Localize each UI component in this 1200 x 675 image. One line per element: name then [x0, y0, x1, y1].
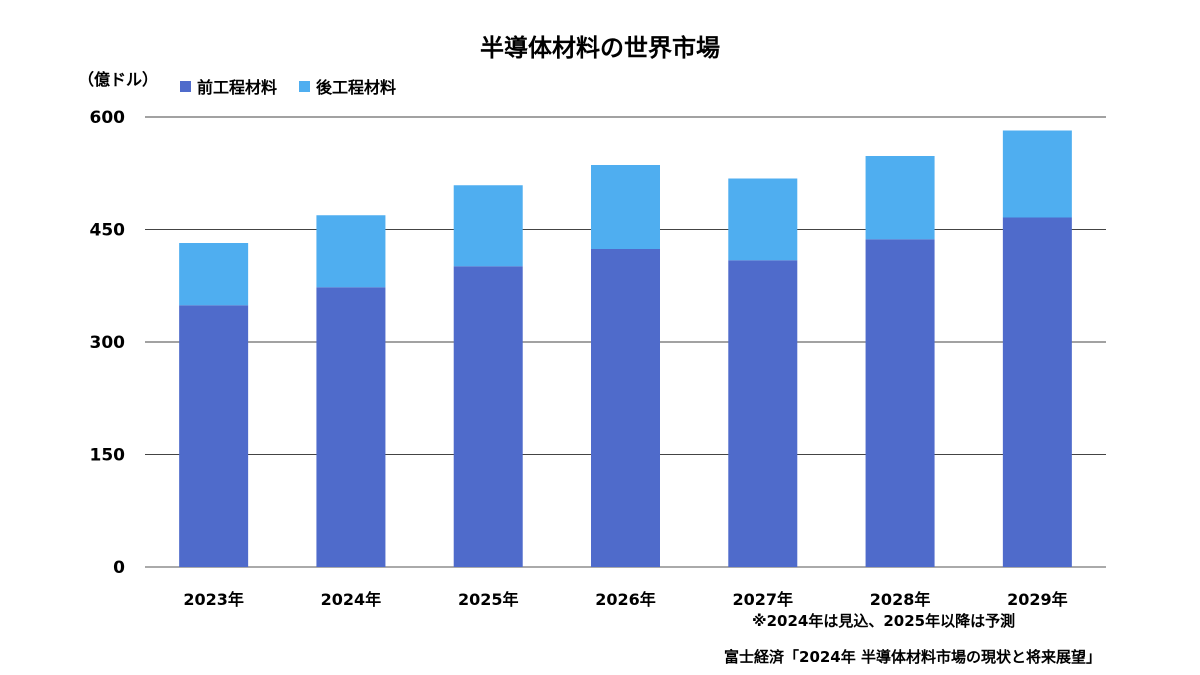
legend: 前工程材料 後工程材料: [180, 74, 396, 98]
bar-front-end: [1002, 217, 1072, 567]
chart-title: 半導体材料の世界市場: [480, 34, 720, 62]
bar-front-end: [453, 266, 523, 567]
bar-back-end: [316, 215, 386, 288]
bar-back-end: [591, 165, 660, 249]
legend-item-front-end: 前工程材料: [180, 74, 277, 98]
y-axis-unit-label: （億ドル）: [78, 70, 159, 89]
forecast-note: ※2024年は見込、2025年以降は予測: [752, 612, 1016, 630]
source-citation: 富士経済「2024年 半導体材料市場の現状と将来展望」: [724, 648, 1101, 666]
x-tick-label: 2025年: [458, 590, 519, 609]
x-tick-label: 2024年: [321, 590, 382, 609]
bar-back-end: [1002, 130, 1072, 218]
legend-label-front-end: 前工程材料: [197, 78, 278, 97]
bar-back-end: [453, 185, 523, 267]
y-tick-label: 300: [90, 333, 126, 353]
x-tick-label: 2028年: [870, 590, 931, 609]
x-tick-label: 2023年: [183, 590, 244, 609]
x-tick-label: 2026年: [595, 590, 656, 609]
x-tick-label: 2029年: [1007, 590, 1068, 609]
legend-item-back-end: 後工程材料: [299, 74, 396, 98]
bar-back-end: [865, 156, 935, 240]
bar-back-end: [179, 243, 249, 306]
y-tick-label: 0: [113, 558, 125, 578]
legend-label-back-end: 後工程材料: [316, 78, 397, 97]
y-tick-label: 600: [90, 108, 126, 128]
bar-front-end: [728, 260, 798, 567]
y-tick-label: 450: [90, 221, 126, 241]
bar-back-end: [728, 178, 798, 261]
bar-front-end: [591, 249, 660, 567]
bar-front-end: [179, 305, 249, 567]
y-tick-label: 150: [90, 446, 126, 466]
bar-front-end: [865, 239, 935, 567]
bar-front-end: [316, 287, 386, 567]
x-tick-label: 2027年: [733, 590, 794, 609]
legend-swatch-front-end: [180, 80, 191, 92]
legend-swatch-back-end: [299, 80, 311, 92]
